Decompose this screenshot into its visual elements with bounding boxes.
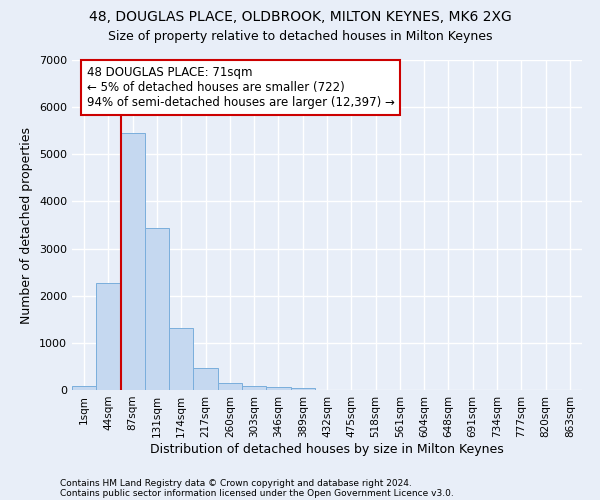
Bar bbox=[169, 328, 193, 390]
Bar bbox=[96, 283, 121, 390]
Y-axis label: Number of detached properties: Number of detached properties bbox=[20, 126, 34, 324]
Text: Contains HM Land Registry data © Crown copyright and database right 2024.: Contains HM Land Registry data © Crown c… bbox=[60, 478, 412, 488]
Text: Size of property relative to detached houses in Milton Keynes: Size of property relative to detached ho… bbox=[108, 30, 492, 43]
Text: Contains public sector information licensed under the Open Government Licence v3: Contains public sector information licen… bbox=[60, 488, 454, 498]
Text: 48, DOUGLAS PLACE, OLDBROOK, MILTON KEYNES, MK6 2XG: 48, DOUGLAS PLACE, OLDBROOK, MILTON KEYN… bbox=[89, 10, 511, 24]
Bar bbox=[218, 382, 242, 390]
Bar bbox=[242, 386, 266, 390]
Text: 48 DOUGLAS PLACE: 71sqm
← 5% of detached houses are smaller (722)
94% of semi-de: 48 DOUGLAS PLACE: 71sqm ← 5% of detached… bbox=[86, 66, 394, 109]
X-axis label: Distribution of detached houses by size in Milton Keynes: Distribution of detached houses by size … bbox=[150, 442, 504, 456]
Bar bbox=[193, 368, 218, 390]
Bar bbox=[121, 132, 145, 390]
Bar bbox=[145, 228, 169, 390]
Bar bbox=[266, 388, 290, 390]
Bar bbox=[72, 386, 96, 390]
Bar bbox=[290, 388, 315, 390]
